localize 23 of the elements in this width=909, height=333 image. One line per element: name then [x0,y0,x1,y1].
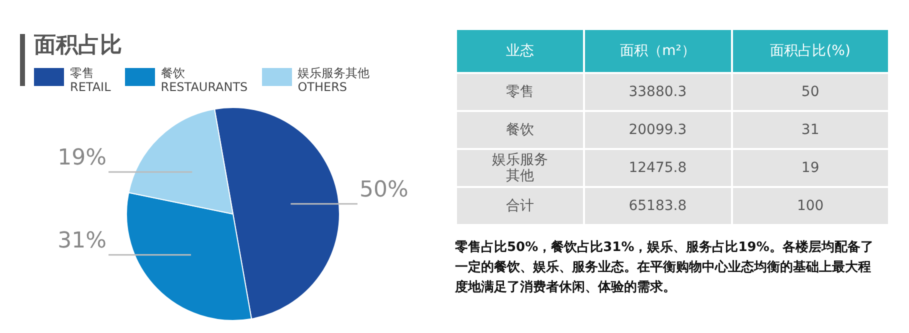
data-label: 12475.8 [584,149,732,187]
category-label: 合计 [506,198,534,214]
legend-label: 餐饮 RESTAURANTS [160,66,248,94]
data-label: 19% [58,146,106,171]
data-label: 33880.3 [584,73,732,111]
data-label: 31 [732,111,889,149]
data-label: 19 [732,149,889,187]
data-label: 20099.3 [584,111,732,149]
legend-label: 娱乐服务其他 OTHERS [298,66,370,94]
category-label: 零售 [506,84,534,100]
data-label: 50% [360,178,408,203]
data-label: 50 [732,73,889,111]
series-label: 面积占比(%) [732,29,889,73]
series-label: 面积（m²） [584,29,732,73]
category-label: 娱乐服务其他 [492,152,548,184]
data-label: 65183.8 [584,187,732,225]
text: 业态 [456,29,584,73]
data-label: 100 [732,187,889,225]
data-label: 31% [58,228,106,254]
legend-label: 零售 RETAIL [70,66,111,94]
text: 零售占比50%，餐饮占比31%，娱乐、服务占比19%。各楼层均配备了一定的餐饮、娱乐、服务业态。在平衡购物中心业态均衡的基础上最大程度地满足了消费者休闲、体验的需求。 [455,238,874,297]
chart-title: 面积占比 [34,32,122,60]
category-label: 餐饮 [506,122,534,138]
